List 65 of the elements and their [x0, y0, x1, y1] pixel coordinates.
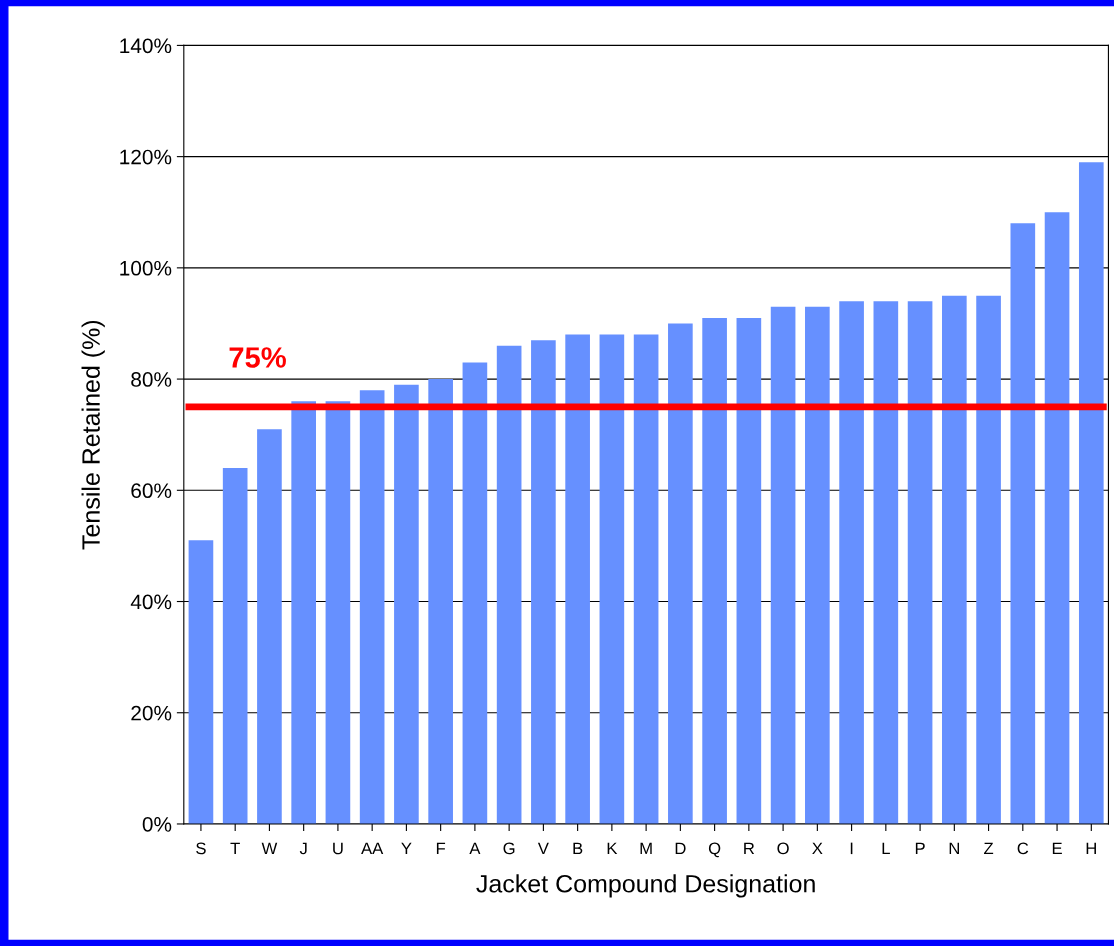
y-tick-label: 40% — [130, 594, 172, 610]
x-tick-label: F — [436, 842, 446, 855]
bar — [907, 301, 933, 824]
bar — [633, 334, 659, 824]
bar — [1044, 212, 1070, 824]
x-tick-label: N — [949, 842, 959, 855]
x-tick-label: M — [640, 842, 652, 855]
y-tick-label: 140% — [120, 38, 172, 54]
bar — [462, 362, 488, 824]
ref-line-label: 75% — [229, 347, 286, 368]
y-tick-label: 20% — [131, 705, 172, 721]
bar — [359, 390, 385, 824]
x-tick-label: C — [1017, 842, 1029, 855]
x-tick-label: H — [1086, 842, 1096, 855]
bar — [1078, 162, 1104, 824]
x-tick-label: AA — [361, 842, 384, 855]
bar — [736, 317, 762, 824]
bar — [188, 540, 214, 824]
bar — [839, 301, 864, 824]
x-tick-label: S — [196, 842, 206, 855]
x-tick-label: L — [882, 842, 890, 855]
x-tick-label: O — [777, 842, 789, 855]
bar — [668, 323, 693, 824]
x-tick-label: A — [469, 842, 481, 855]
bar — [805, 306, 830, 824]
bar — [496, 345, 522, 824]
x-tick-label: Z — [984, 842, 994, 855]
bar — [325, 401, 351, 824]
bar — [531, 340, 556, 824]
x-tick-label: W — [261, 842, 278, 855]
bar — [599, 334, 625, 824]
x-tick-label: X — [812, 842, 823, 855]
y-tick-label: 60% — [131, 483, 172, 499]
y-tick-label: 120% — [120, 149, 172, 165]
x-tick-label: K — [607, 842, 618, 855]
bar — [565, 334, 590, 824]
x-tick-label: V — [537, 842, 549, 855]
bar — [976, 295, 1001, 824]
x-tick-label: E — [1052, 842, 1062, 855]
x-tick-label: Y — [401, 842, 412, 855]
x-tick-label: G — [503, 842, 515, 855]
y-axis-title: Tensile Retained (%) — [81, 320, 105, 550]
x-tick-label: Q — [708, 842, 721, 858]
bar — [394, 384, 419, 824]
bar — [770, 306, 796, 824]
y-tick-label: 100% — [120, 260, 172, 276]
bar — [702, 317, 727, 824]
x-tick-label: R — [744, 842, 755, 855]
x-tick-label: T — [230, 842, 240, 855]
x-tick-label: I — [850, 842, 853, 855]
bar — [428, 379, 453, 824]
x-axis-title: Jacket Compound Designation — [476, 874, 815, 898]
x-tick-label: B — [573, 842, 583, 855]
bar — [942, 295, 967, 824]
x-tick-label: P — [915, 842, 925, 855]
bar — [222, 468, 248, 824]
x-tick-label: D — [675, 842, 686, 855]
bar — [291, 401, 316, 824]
x-tick-label: J — [299, 842, 307, 855]
y-tick-label: 80% — [131, 372, 172, 387]
y-tick-label: 0% — [142, 816, 172, 832]
bar — [873, 301, 899, 824]
x-tick-label: U — [333, 842, 343, 855]
bar — [257, 429, 282, 824]
bar — [1010, 223, 1036, 824]
